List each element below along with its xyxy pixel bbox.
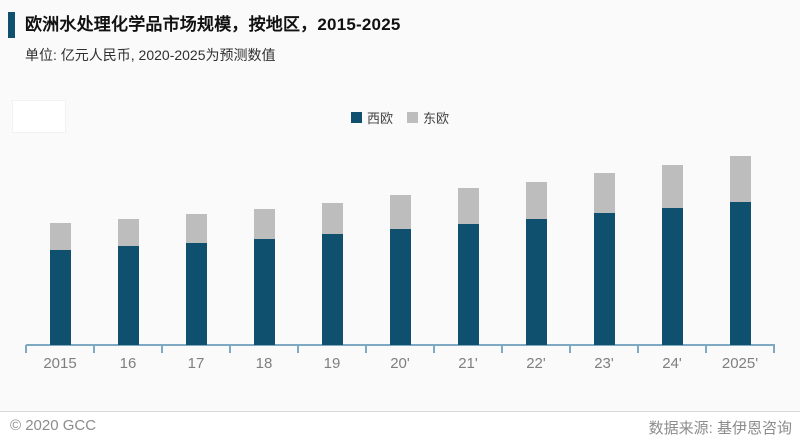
- footer-data-source: 数据来源: 基伊恩咨询: [648, 420, 792, 437]
- bar-group: [729, 156, 751, 345]
- page-title: 欧洲水处理化学品市场规模，按地区，2015-2025: [25, 15, 401, 34]
- x-axis-tick: [161, 345, 163, 353]
- legend-label: 东欧: [423, 111, 450, 126]
- bar-segment-west-europe: [49, 250, 71, 345]
- bar-group: [389, 195, 411, 345]
- x-axis-label: 24': [662, 355, 682, 372]
- title-accent-bar: [8, 12, 15, 38]
- legend-label: 西欧: [366, 111, 393, 126]
- x-axis-label: 18: [255, 355, 273, 372]
- bar-segment-west-europe: [321, 234, 343, 345]
- chart-legend: 西欧 东欧: [0, 108, 800, 127]
- bar-segment-west-europe: [661, 208, 683, 345]
- bar-segment-west-europe: [185, 243, 207, 345]
- bar-group: [253, 209, 275, 345]
- bar-segment-west-europe: [457, 224, 479, 345]
- x-axis-tick: [773, 345, 775, 353]
- legend-swatch-east-europe: [407, 112, 418, 123]
- x-axis-tick: [433, 345, 435, 353]
- bar-segment-east-europe: [729, 156, 751, 202]
- x-axis-label: 21': [458, 355, 478, 372]
- x-axis-tick: [93, 345, 95, 353]
- x-axis-tick: [229, 345, 231, 353]
- bar-group: [321, 203, 343, 345]
- x-axis-tick: [637, 345, 639, 353]
- bar-group: [593, 173, 615, 345]
- bar-segment-east-europe: [49, 223, 71, 250]
- bar-segment-east-europe: [321, 203, 343, 234]
- chart-subtitle: 单位: 亿元人民币, 2020-2025为预测数值: [25, 47, 276, 63]
- bar-segment-east-europe: [253, 209, 275, 239]
- x-axis-label: 2025': [721, 355, 759, 372]
- x-axis-label: 19: [323, 355, 341, 372]
- x-axis-label: 23': [594, 355, 614, 372]
- footer: © 2020 GCC 数据来源: 基伊恩咨询: [0, 411, 800, 448]
- legend-item-east-europe: 东欧: [407, 108, 449, 127]
- x-axis-label: 22': [526, 355, 546, 372]
- logo-placeholder: [12, 100, 66, 133]
- bar-group: [49, 223, 71, 345]
- x-axis-label: 2015: [43, 355, 77, 372]
- bar-segment-west-europe: [729, 202, 751, 345]
- bar-segment-east-europe: [185, 214, 207, 243]
- x-axis-tick: [365, 345, 367, 353]
- legend-item-west-europe: 西欧: [350, 108, 393, 127]
- bar-segment-east-europe: [661, 165, 683, 208]
- chart-plot: 2015 16 17 18 19 20' 21' 22' 23' 24' 2025': [25, 156, 775, 372]
- x-axis-tick: [705, 345, 707, 353]
- x-axis-label: 17: [187, 355, 205, 372]
- bar-segment-east-europe: [457, 188, 479, 224]
- bar-group: [185, 214, 207, 345]
- legend-swatch-west-europe: [350, 112, 362, 123]
- bar-segment-west-europe: [593, 213, 615, 345]
- bar-group: [457, 188, 479, 345]
- bar-group: [661, 165, 683, 345]
- bar-segment-west-europe: [117, 246, 139, 345]
- x-axis-tick: [297, 345, 299, 353]
- bar-segment-east-europe: [593, 173, 615, 213]
- x-axis-tick: [501, 345, 503, 353]
- footer-copyright: © 2020 GCC: [10, 417, 97, 434]
- x-axis-line: [26, 344, 775, 346]
- x-axis-tick: [569, 345, 571, 353]
- x-axis-label: 16: [119, 355, 137, 372]
- x-axis-tick: [25, 345, 27, 353]
- bar-segment-west-europe: [525, 219, 547, 345]
- bar-segment-west-europe: [389, 229, 411, 345]
- x-axis-label: 20': [390, 355, 410, 372]
- bar-group: [525, 182, 547, 345]
- bar-segment-west-europe: [253, 239, 275, 345]
- bar-segment-east-europe: [117, 219, 139, 246]
- bar-segment-east-europe: [525, 182, 547, 219]
- bar-segment-east-europe: [389, 195, 411, 229]
- bar-group: [117, 219, 139, 345]
